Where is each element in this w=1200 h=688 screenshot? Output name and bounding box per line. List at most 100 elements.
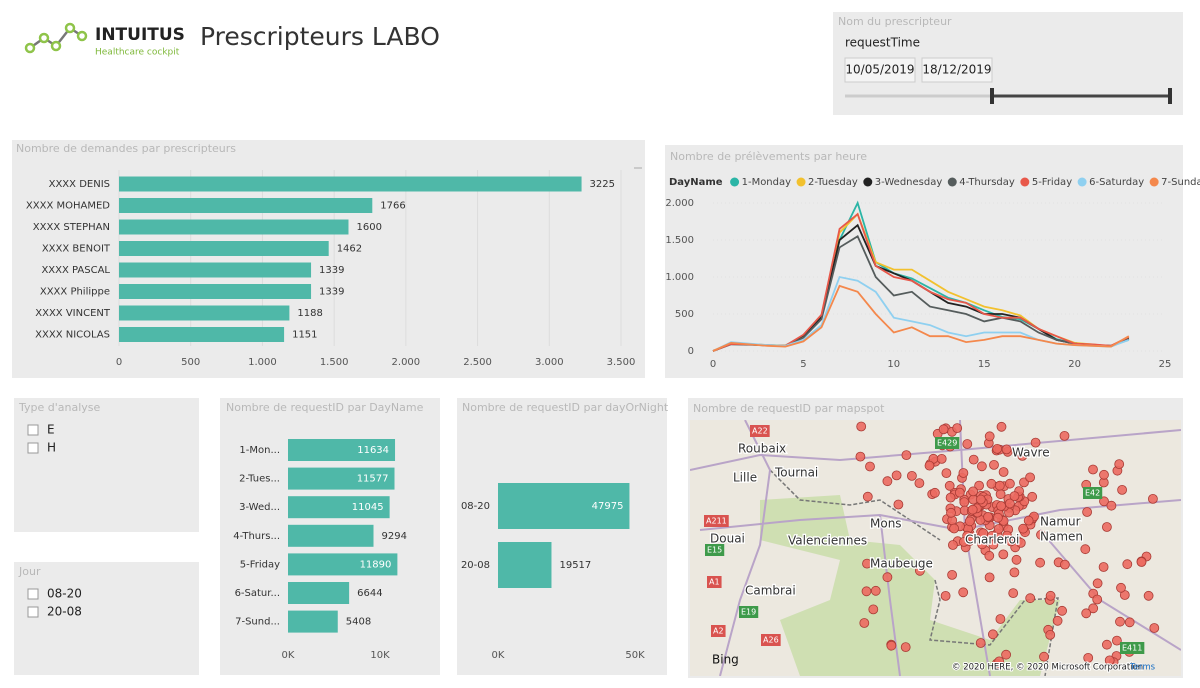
legend-label[interactable]: 2-Tuesday: [808, 177, 858, 188]
category-label: XXXX PASCAL: [41, 265, 110, 276]
map-point: [1035, 557, 1045, 568]
map-point: [989, 459, 999, 470]
map-place: Namen: [1040, 530, 1083, 544]
map-logo: Bing: [712, 653, 739, 667]
data-label: 1339: [319, 287, 344, 298]
map-point: [868, 604, 879, 615]
map-point: [946, 507, 956, 518]
road-badge: [935, 437, 960, 449]
map-point: [891, 470, 902, 481]
map-point: [1099, 469, 1109, 480]
data-label: 1151: [292, 330, 317, 341]
map-point: [1030, 437, 1041, 448]
x-tick-label: 0K: [492, 650, 505, 661]
category-label: 7-Sund...: [235, 617, 280, 628]
map-point: [1117, 484, 1127, 495]
map-point: [962, 439, 973, 449]
legend-label[interactable]: 4-Thursday: [959, 177, 1015, 188]
map-point: [1106, 500, 1117, 511]
legend-label[interactable]: 1-Monday: [742, 177, 792, 188]
map-terms[interactable]: Terms: [1129, 663, 1156, 673]
x-tick-label: 3.500: [607, 357, 636, 368]
checkbox[interactable]: [27, 588, 39, 600]
data-label: 1339: [319, 265, 344, 276]
map-point: [915, 565, 925, 576]
map-point: [1124, 617, 1135, 628]
map-point: [1115, 616, 1125, 627]
data-label: 6644: [357, 588, 382, 599]
legend-label[interactable]: 3-Wednesday: [875, 177, 943, 188]
map-place: Roubaix: [738, 442, 786, 456]
map-point: [1045, 630, 1056, 640]
map-point: [992, 443, 1003, 454]
map-point: [865, 461, 875, 472]
bar: [498, 483, 630, 529]
x-tick-label: 3.000: [535, 357, 564, 368]
category-label: XXXX STEPHAN: [33, 222, 110, 233]
map-point: [967, 504, 978, 515]
legend-swatch: [1149, 177, 1159, 187]
map-point: [947, 570, 957, 580]
bar: [119, 327, 285, 342]
legend-label[interactable]: 5-Friday: [1032, 177, 1072, 188]
map-point: [938, 424, 949, 435]
map-place: Douai: [710, 532, 745, 546]
map-point: [1001, 649, 1011, 660]
page-title: Prescripteurs LABO: [200, 22, 440, 51]
map-point: [988, 629, 998, 640]
map-point: [954, 487, 965, 498]
map-point: [952, 423, 963, 434]
slider-handle[interactable]: [1168, 88, 1172, 104]
checkbox[interactable]: [27, 442, 39, 454]
map-place: Mons: [870, 517, 902, 531]
x-tick-label: 20: [1068, 359, 1081, 370]
bar: [119, 284, 312, 299]
map-point: [1008, 588, 1019, 598]
map-point: [944, 480, 955, 491]
map-place: Tournai: [774, 466, 818, 480]
date-box[interactable]: [844, 57, 916, 83]
map-point: [893, 499, 904, 510]
map-point: [1025, 472, 1035, 483]
map-point: [1001, 444, 1012, 455]
map-point: [1092, 578, 1103, 589]
legend-label[interactable]: 7-Sunday: [1161, 177, 1200, 188]
x-tick-label: 0: [116, 357, 122, 368]
map-point: [986, 478, 997, 489]
map-point: [1060, 559, 1070, 570]
map-place: Maubeuge: [870, 557, 933, 571]
map-place: Cambrai: [745, 584, 796, 598]
data-label: 11045: [352, 502, 384, 513]
bar: [498, 542, 552, 588]
map-point: [967, 532, 978, 543]
checkbox[interactable]: [27, 424, 39, 436]
map-point: [1102, 522, 1112, 532]
map-point: [859, 618, 870, 628]
data-label: 3225: [590, 179, 615, 190]
chart-title: Nombre de prélèvements par heure: [670, 150, 867, 163]
data-label: 11634: [357, 445, 389, 456]
slider-handle[interactable]: [990, 88, 994, 104]
legend-swatch: [1077, 177, 1087, 187]
map-place: Valenciennes: [788, 534, 867, 548]
date-box[interactable]: [921, 57, 993, 83]
legend-label[interactable]: 6-Saturday: [1089, 177, 1144, 188]
data-label: 11577: [357, 474, 389, 485]
road-label: E429: [937, 439, 957, 448]
category-label: XXXX Philippe: [40, 287, 110, 298]
map-point: [1116, 582, 1126, 593]
checkbox[interactable]: [27, 606, 39, 618]
panel: [14, 398, 199, 532]
y-tick-label: 0: [688, 346, 694, 357]
map-point: [968, 486, 978, 497]
map-place: Charleroi: [965, 533, 1019, 547]
bar: [288, 553, 398, 576]
map-point: [1114, 459, 1125, 470]
bar: [288, 582, 350, 604]
map-point: [900, 642, 911, 652]
slicer-title: Type d'analyse: [18, 401, 101, 414]
map-point: [1082, 507, 1092, 517]
data-label: 1600: [356, 222, 381, 233]
map-point: [924, 460, 935, 471]
